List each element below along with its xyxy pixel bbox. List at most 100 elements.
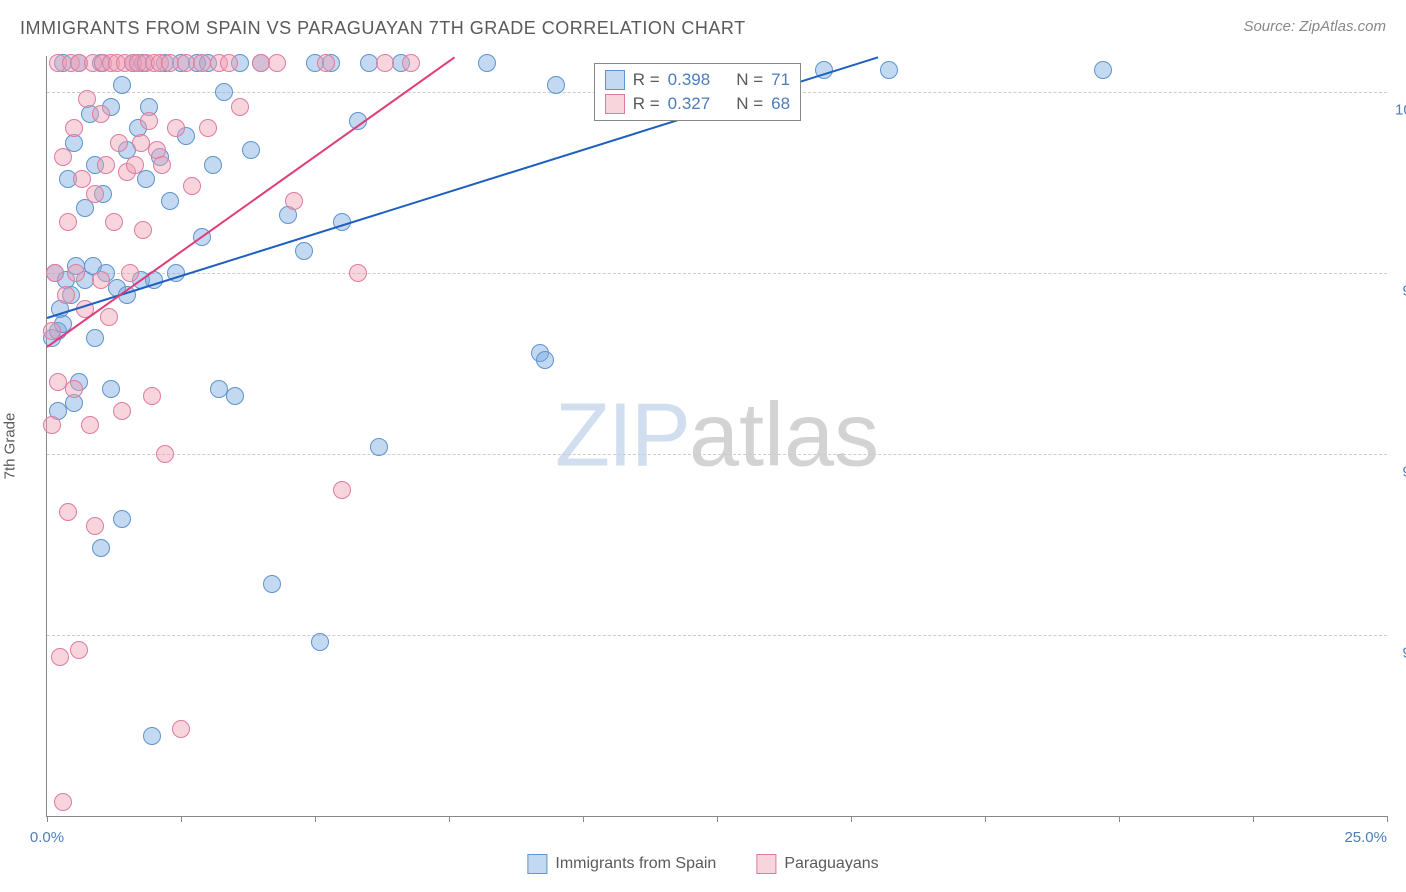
scatter-point: [215, 83, 233, 101]
legend-item: Immigrants from Spain: [527, 854, 716, 874]
stat-legend-row: R = 0.398 N = 71: [605, 68, 790, 92]
scatter-point: [113, 510, 131, 528]
scatter-point: [547, 76, 565, 94]
gridline: [47, 454, 1387, 455]
gridline: [47, 635, 1387, 636]
x-tick-label-left: 0.0%: [30, 829, 64, 846]
scatter-point: [376, 54, 394, 72]
header: IMMIGRANTS FROM SPAIN VS PARAGUAYAN 7TH …: [20, 18, 1386, 48]
scatter-point: [121, 264, 139, 282]
scatter-point: [231, 98, 249, 116]
bottom-legend: Immigrants from Spain Paraguayans: [527, 854, 878, 874]
x-tick-label-right: 25.0%: [1344, 829, 1387, 846]
scatter-point: [113, 76, 131, 94]
scatter-point: [78, 90, 96, 108]
scatter-point: [204, 156, 222, 174]
x-tick: [985, 816, 986, 822]
scatter-point: [263, 575, 281, 593]
x-tick: [1119, 816, 1120, 822]
scatter-point: [172, 720, 190, 738]
scatter-point: [54, 148, 72, 166]
scatter-point: [43, 416, 61, 434]
scatter-point: [113, 402, 131, 420]
scatter-point: [110, 134, 128, 152]
scatter-point: [183, 177, 201, 195]
scatter-point: [1094, 61, 1112, 79]
scatter-point: [311, 633, 329, 651]
scatter-point: [92, 271, 110, 289]
scatter-point: [226, 387, 244, 405]
scatter-point: [105, 213, 123, 231]
stat-n-value: 68: [771, 94, 790, 114]
scatter-point: [65, 380, 83, 398]
scatter-point: [880, 61, 898, 79]
stat-n-label: N =: [736, 94, 763, 114]
scatter-chart: ZIPatlas 92.5%95.0%97.5%100.0%0.0%25.0%R…: [46, 56, 1387, 817]
scatter-point: [153, 156, 171, 174]
scatter-point: [333, 481, 351, 499]
scatter-point: [242, 141, 260, 159]
legend-item: Paraguayans: [756, 854, 878, 874]
legend-label: Immigrants from Spain: [555, 855, 716, 873]
scatter-point: [134, 221, 152, 239]
y-tick-label: 92.5%: [1395, 645, 1406, 662]
scatter-point: [370, 438, 388, 456]
scatter-point: [140, 112, 158, 130]
y-tick-label: 97.5%: [1395, 283, 1406, 300]
source-label: Source: ZipAtlas.com: [1243, 18, 1386, 35]
scatter-point: [268, 54, 286, 72]
scatter-point: [59, 213, 77, 231]
stat-n-value: 71: [771, 70, 790, 90]
scatter-point: [102, 380, 120, 398]
legend-swatch: [605, 70, 625, 90]
scatter-point: [220, 54, 238, 72]
stat-r-value: 0.327: [668, 94, 711, 114]
scatter-point: [137, 170, 155, 188]
gridline: [47, 273, 1387, 274]
scatter-point: [126, 156, 144, 174]
x-tick: [315, 816, 316, 822]
scatter-point: [478, 54, 496, 72]
scatter-point: [536, 351, 554, 369]
stat-legend: R = 0.398 N = 71 R = 0.327 N = 68: [594, 63, 801, 121]
scatter-point: [161, 192, 179, 210]
stat-legend-row: R = 0.327 N = 68: [605, 92, 790, 116]
scatter-point: [285, 192, 303, 210]
scatter-point: [92, 105, 110, 123]
scatter-point: [156, 445, 174, 463]
scatter-point: [97, 156, 115, 174]
scatter-point: [46, 264, 64, 282]
y-axis-label: 7th Grade: [2, 413, 19, 480]
scatter-point: [51, 648, 69, 666]
legend-swatch: [527, 854, 547, 874]
scatter-point: [86, 185, 104, 203]
legend-swatch: [605, 94, 625, 114]
scatter-point: [199, 119, 217, 137]
scatter-point: [143, 387, 161, 405]
scatter-point: [57, 286, 75, 304]
chart-title: IMMIGRANTS FROM SPAIN VS PARAGUAYAN 7TH …: [20, 18, 746, 38]
x-tick: [1387, 816, 1388, 822]
scatter-point: [81, 416, 99, 434]
scatter-point: [349, 264, 367, 282]
scatter-point: [86, 329, 104, 347]
scatter-point: [317, 54, 335, 72]
y-tick-label: 95.0%: [1395, 464, 1406, 481]
scatter-point: [67, 264, 85, 282]
scatter-point: [402, 54, 420, 72]
stat-n-label: N =: [736, 70, 763, 90]
scatter-point: [73, 170, 91, 188]
stat-r-label: R =: [633, 94, 660, 114]
stat-r-label: R =: [633, 70, 660, 90]
scatter-point: [167, 119, 185, 137]
scatter-point: [295, 242, 313, 260]
watermark-part2: atlas: [689, 386, 879, 486]
x-tick: [851, 816, 852, 822]
watermark: ZIPatlas: [555, 385, 879, 488]
x-tick: [717, 816, 718, 822]
scatter-point: [100, 308, 118, 326]
watermark-part1: ZIP: [555, 386, 689, 486]
scatter-point: [70, 641, 88, 659]
x-tick: [449, 816, 450, 822]
stat-r-value: 0.398: [668, 70, 711, 90]
